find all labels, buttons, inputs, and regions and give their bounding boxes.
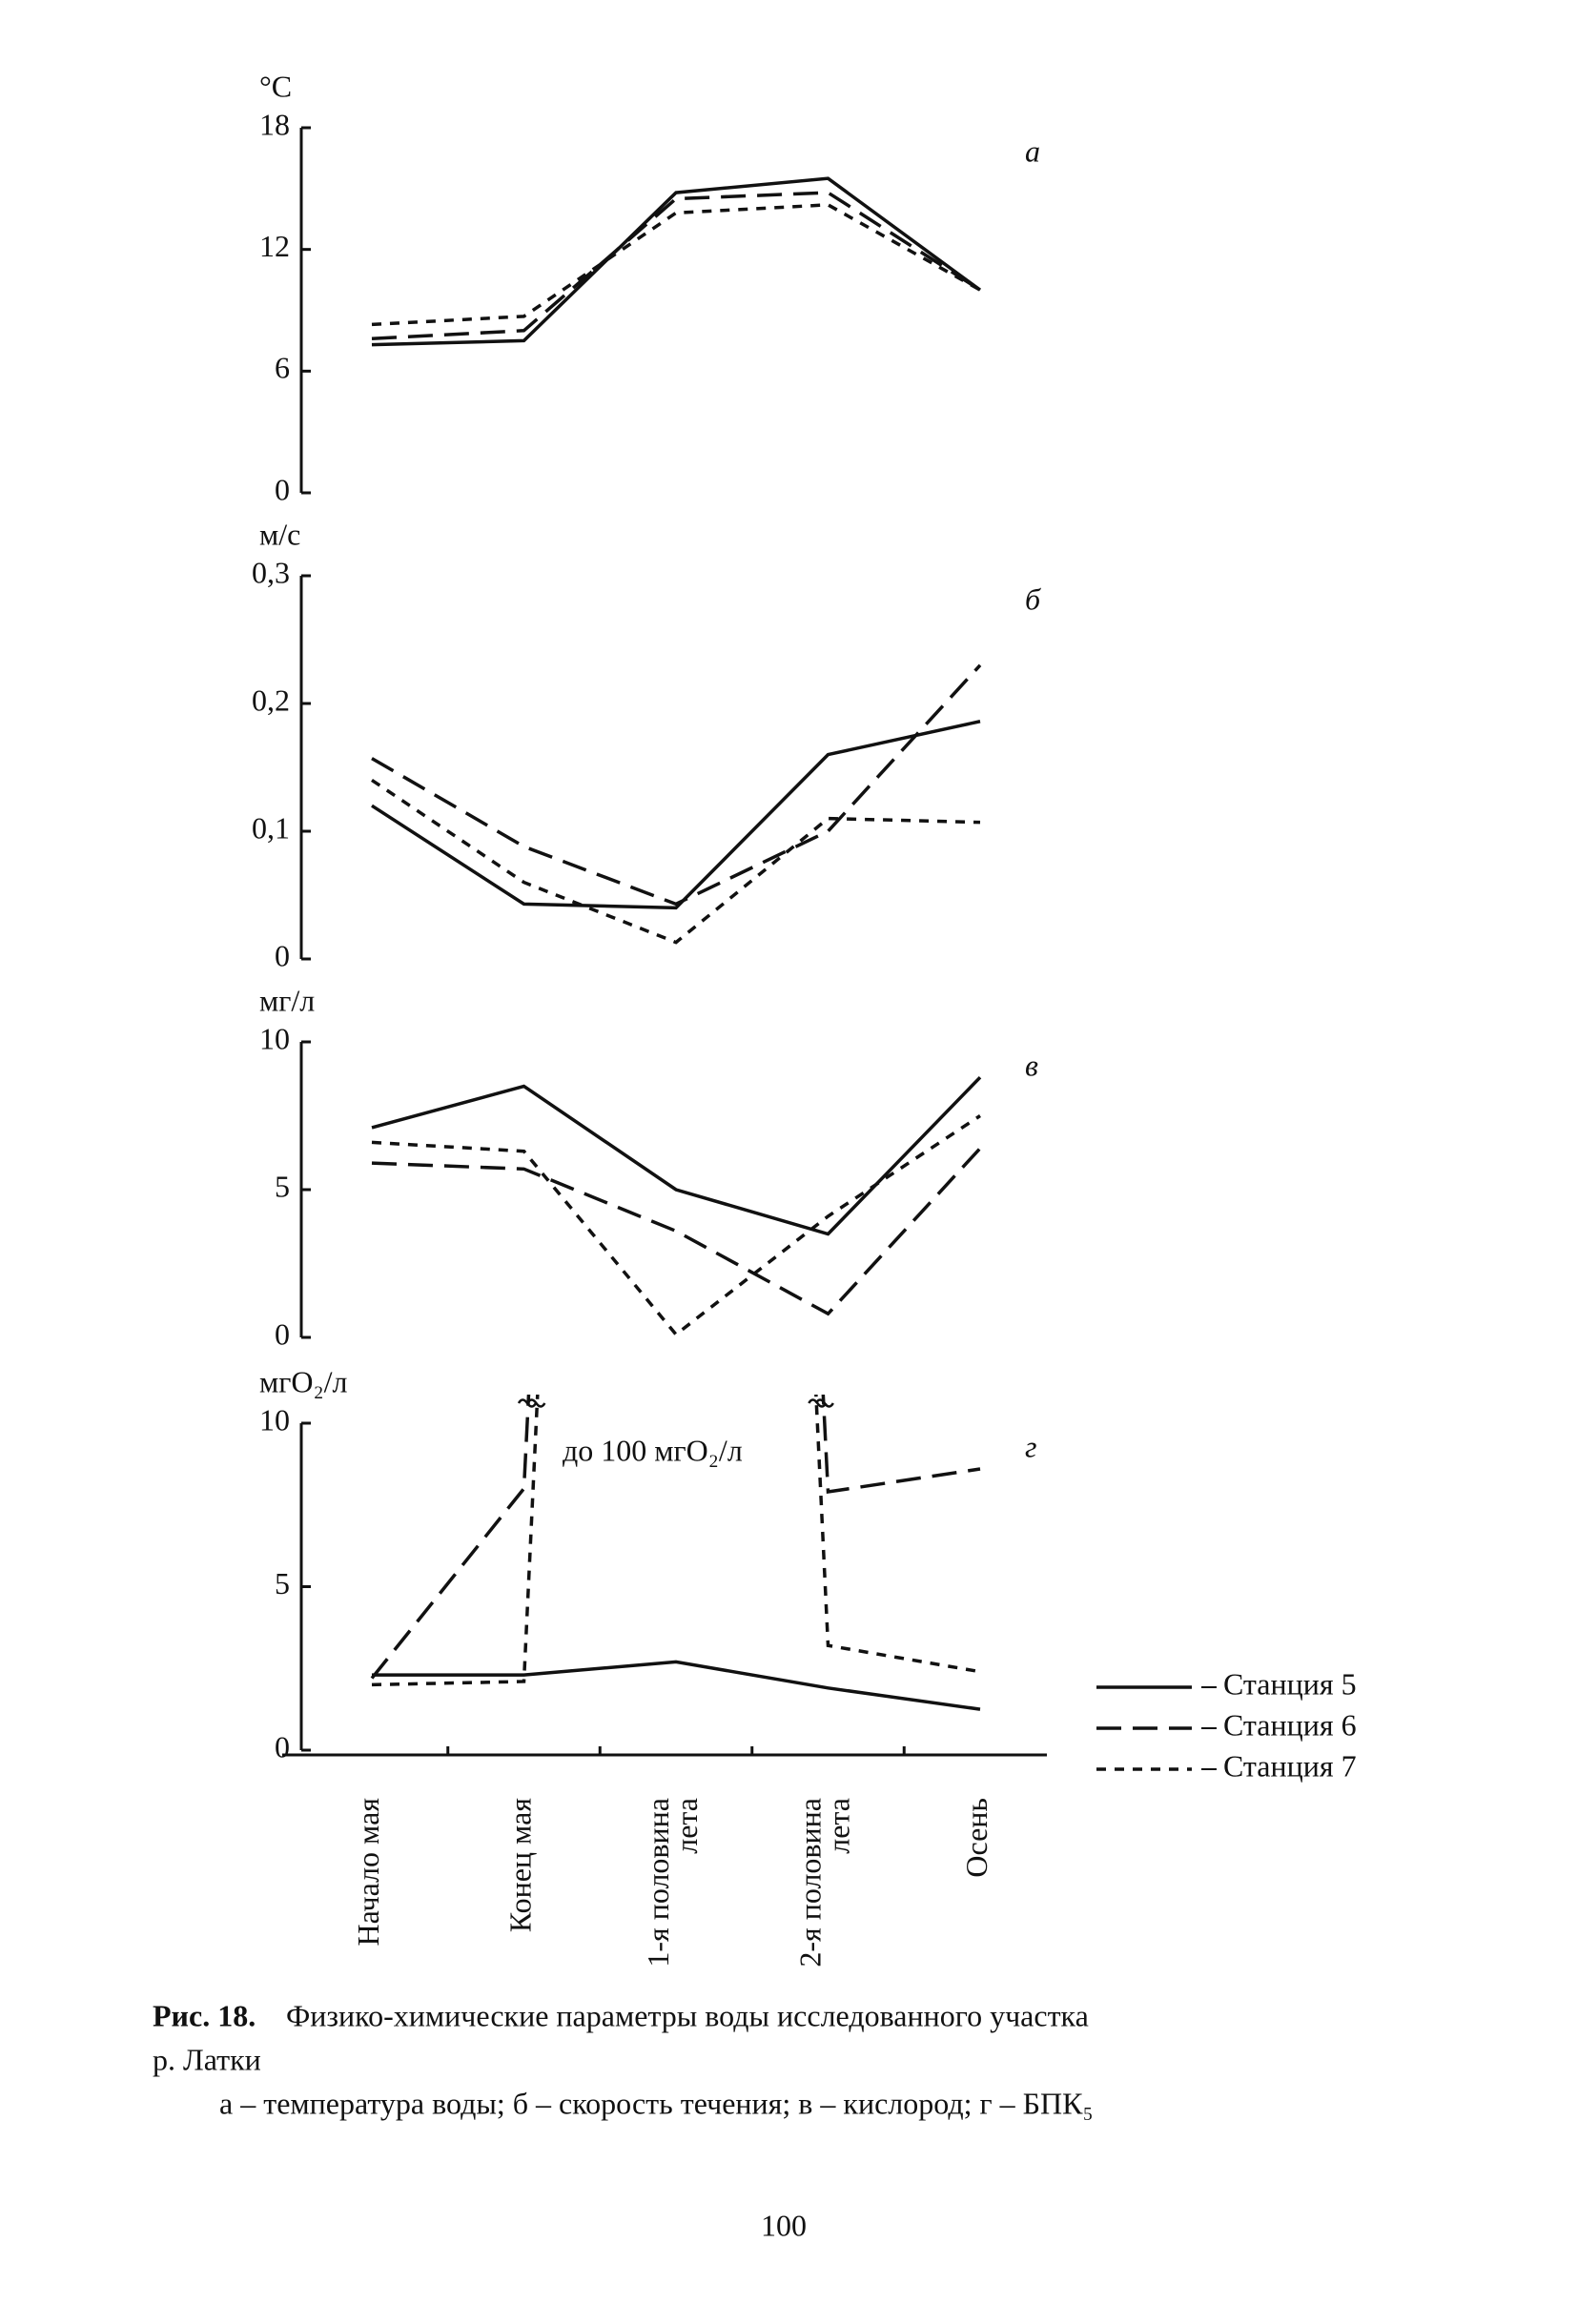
series-line <box>371 1075 982 1236</box>
y-tick-label: 0 <box>275 1316 290 1351</box>
caption-legend: а – температура воды; б – скорость течен… <box>219 2086 1094 2120</box>
x-tick-label: Начало мая <box>351 1798 385 1947</box>
y-unit: м/с <box>259 517 300 551</box>
y-unit: мг/л <box>259 983 315 1017</box>
panel-label: б <box>1025 581 1041 616</box>
y-tick-label: 6 <box>275 351 290 385</box>
y-unit: °С <box>259 69 292 103</box>
series-line <box>371 1395 981 1687</box>
series-line <box>370 1395 981 1680</box>
series-line <box>371 778 981 945</box>
legend-label: Станция 7 <box>1223 1748 1357 1783</box>
series-line <box>371 1147 982 1316</box>
annotation: до 100 мгО₂/л <box>563 1433 743 1467</box>
x-tick-label: Осень <box>959 1798 993 1878</box>
break-mark <box>808 1398 828 1408</box>
page-number: 100 <box>761 2208 807 2242</box>
caption-title-line2: р. Латки <box>153 2042 261 2076</box>
panel-label: г <box>1025 1429 1036 1463</box>
legend-label: Станция 6 <box>1223 1707 1357 1742</box>
y-tick-label: 0,1 <box>252 810 290 845</box>
x-tick-label: Конец мая <box>503 1798 538 1932</box>
y-tick-label: 0 <box>275 1729 290 1763</box>
y-tick-label: 12 <box>259 229 290 263</box>
x-tick-label: 1-я половиналета <box>641 1798 704 1967</box>
y-tick-label: 0,2 <box>252 683 290 717</box>
break-mark <box>517 1398 538 1408</box>
panel-label: а <box>1025 133 1040 168</box>
series-line <box>372 1660 981 1711</box>
series-line <box>371 203 981 327</box>
y-tick-label: 0 <box>275 938 290 972</box>
y-tick-label: 10 <box>259 1402 290 1437</box>
caption-title: Физико-химические параметры воды исследо… <box>286 1998 1089 2032</box>
y-tick-label: 5 <box>275 1566 290 1600</box>
x-tick-label: 2-я половиналета <box>793 1798 856 1967</box>
series-line <box>371 191 981 341</box>
y-tick-label: 5 <box>275 1169 290 1203</box>
y-tick-label: 0 <box>275 472 290 506</box>
y-tick-label: 0,3 <box>252 555 290 589</box>
break-mark <box>526 1398 546 1408</box>
y-unit: мгО₂/л <box>259 1364 348 1398</box>
series-line <box>371 663 982 907</box>
series-line <box>371 176 982 347</box>
panel-label: в <box>1025 1048 1038 1082</box>
legend-label: Станция 5 <box>1223 1666 1357 1701</box>
caption-label: Рис. 18. <box>153 1998 256 2032</box>
series-line <box>371 1114 981 1337</box>
y-tick-label: 18 <box>259 107 290 141</box>
series-line <box>371 720 981 910</box>
y-tick-label: 10 <box>259 1021 290 1055</box>
